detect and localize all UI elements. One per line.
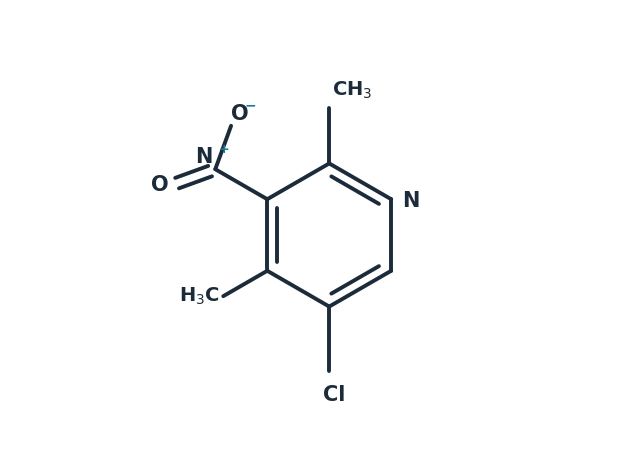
Text: Cl: Cl xyxy=(323,385,345,405)
Text: O: O xyxy=(150,175,168,195)
Text: CH$_3$: CH$_3$ xyxy=(332,80,372,101)
Text: N: N xyxy=(196,147,213,167)
Text: O: O xyxy=(231,103,249,124)
Text: −: − xyxy=(245,98,257,112)
Text: +: + xyxy=(219,143,230,157)
Text: N: N xyxy=(403,191,420,211)
Text: H$_3$C: H$_3$C xyxy=(179,285,220,307)
